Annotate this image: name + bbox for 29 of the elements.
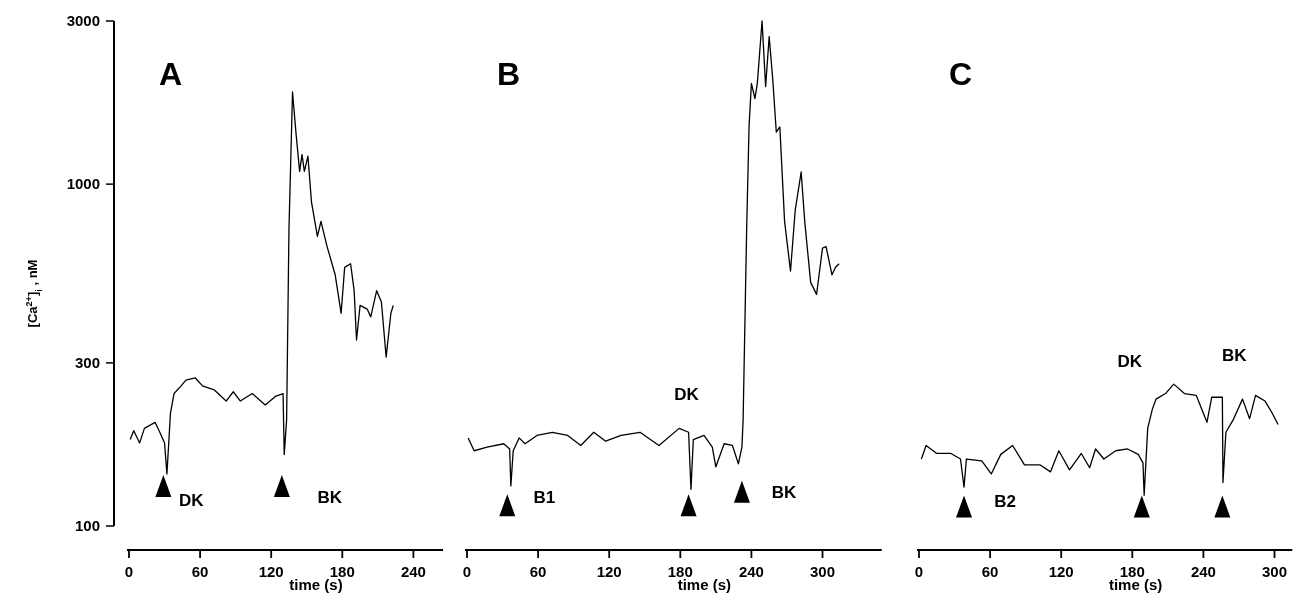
x-tick-label: 60 xyxy=(191,563,209,580)
x-tick-label: 240 xyxy=(1190,563,1216,580)
y-tick-label: 300 xyxy=(74,353,100,371)
x-tick-label: 60 xyxy=(529,563,547,580)
x-tick-label: 60 xyxy=(981,563,999,580)
text: A xyxy=(159,56,183,92)
x-tick-label: 120 xyxy=(258,563,284,580)
annotation: DK xyxy=(674,385,700,405)
x-tick-label: 240 xyxy=(400,563,426,580)
annotation: DK xyxy=(179,490,205,510)
annotation: B2 xyxy=(994,491,1016,511)
x-tick-label: 0 xyxy=(462,563,472,580)
x-tick-label: 300 xyxy=(1261,563,1288,580)
text: C xyxy=(949,56,973,92)
annotation: DK xyxy=(1117,351,1143,371)
annotation: BK xyxy=(1222,345,1248,365)
y-tick-label: 100 xyxy=(74,517,100,534)
x-tick-label: 240 xyxy=(738,563,764,580)
text: B xyxy=(497,56,521,92)
annotation: B1 xyxy=(533,488,556,508)
x-tick-label: 120 xyxy=(1048,563,1074,580)
x-tick-label: 0 xyxy=(124,563,134,580)
y-tick-label: 3000 xyxy=(66,12,100,29)
annotation: BK xyxy=(317,487,343,507)
x-tick-label: 0 xyxy=(914,563,924,580)
y-tick-label: 1000 xyxy=(66,175,100,193)
annotation: BK xyxy=(771,482,797,502)
x-tick-label: 300 xyxy=(809,563,836,580)
x-tick-label: 120 xyxy=(596,563,622,580)
